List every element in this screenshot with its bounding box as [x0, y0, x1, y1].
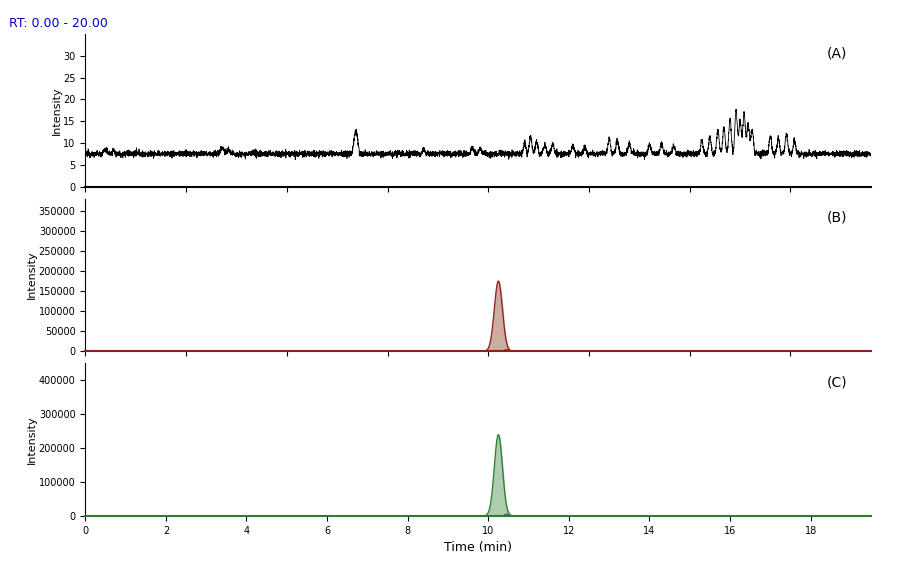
Y-axis label: Intensity: Intensity — [27, 416, 38, 464]
Text: (A): (A) — [827, 46, 848, 60]
Y-axis label: Intensity: Intensity — [27, 251, 37, 299]
Text: RT: 0.00 - 20.00: RT: 0.00 - 20.00 — [9, 17, 108, 30]
Text: (B): (B) — [827, 211, 848, 225]
Text: (C): (C) — [827, 376, 848, 390]
Y-axis label: Intensity: Intensity — [52, 86, 62, 134]
X-axis label: Time (min): Time (min) — [445, 541, 512, 555]
